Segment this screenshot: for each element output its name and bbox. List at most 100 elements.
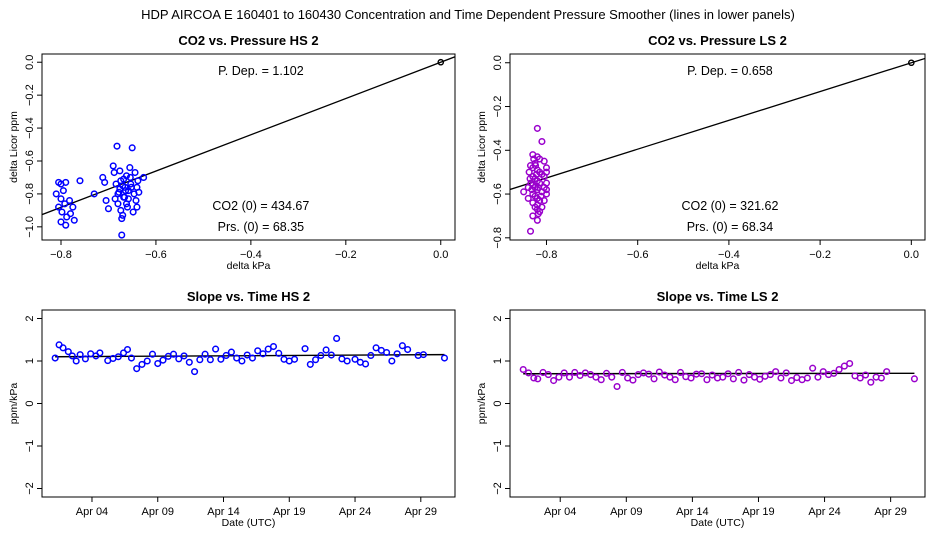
fit-line [510,57,925,191]
data-point [55,203,63,211]
y-tick-label: 1 [492,358,504,364]
co2-intercept-label: CO2 (0) = 434.67 [212,199,309,213]
data-point [367,351,375,360]
data-point [191,368,199,376]
data-point [629,376,637,384]
data-point [544,371,552,379]
data-point [883,368,891,376]
data-point [830,369,838,377]
data-point [856,374,864,382]
data-point [114,200,122,208]
data-point [76,351,84,359]
x-tick-label: −0.4 [718,249,740,261]
data-point [526,175,534,183]
plot-frame [509,53,926,241]
x-tick-label: −0.2 [809,249,831,261]
data-point [275,349,283,357]
data-point [57,195,65,203]
y-tick-label: −1 [492,440,504,453]
pressure-reference-label: Prs. (0) = 68.34 [687,220,774,234]
pressure-reference-label: Prs. (0) = 68.35 [218,220,305,234]
origin-point [437,58,445,66]
data-point [867,378,875,386]
x-tick-label: −0.4 [240,249,262,261]
x-tick-label: −0.6 [145,249,167,261]
data-point [123,345,132,354]
data-point [57,218,65,226]
y-tick-label: −0.4 [492,139,504,161]
data-point [782,369,790,377]
data-point [120,175,128,183]
data-point [910,375,918,383]
data-point [119,182,127,190]
panel-co2-vs-pressure-hs: CO2 vs. Pressure HS 2 −0.8 −0.6 −0.4 −0.2 0.0… [8,33,456,272]
data-point [122,200,131,208]
data-point [772,368,780,376]
y-tick-label: −2 [24,482,36,495]
data-point [540,157,548,165]
data-point [126,173,134,182]
data-point [404,345,412,354]
data-point [542,164,551,172]
x-tick-label: Apr 09 [610,506,642,518]
data-point [66,210,75,218]
data-point [777,374,785,382]
data-point [114,190,122,198]
data-point [666,373,674,381]
data-point [196,356,204,364]
data-point [126,164,134,172]
data-point [269,343,278,351]
data-point [101,178,109,186]
data-point [343,357,351,365]
data-point [814,373,822,381]
data-point [538,137,546,146]
data-point [613,382,621,391]
data-point [259,350,267,358]
y-tick-label: −1 [24,440,36,453]
data-point [104,205,113,213]
data-point [317,351,325,360]
plot-frame [41,309,456,498]
data-point [846,360,854,368]
data-point [756,375,764,383]
data-point [111,195,119,203]
x-tick-label: Apr 24 [808,506,840,518]
data-point [861,371,870,379]
panel-title: CO2 vs. Pressure LS 2 [648,33,787,48]
data-point [118,231,126,239]
data-point [650,375,658,383]
x-axis-label: Date (UTC) [222,517,276,529]
data-point [127,354,135,362]
data-point [809,364,817,372]
data-point [65,196,74,205]
data-point [127,183,135,191]
data-point [119,349,128,357]
data-point [698,370,706,378]
y-tick-label: −1.0 [24,216,36,238]
data-point [524,194,532,202]
data-point [560,369,568,377]
data-point [76,177,84,185]
data-point [61,200,69,208]
y-tick-label: 2 [492,315,504,321]
x-tick-label: −0.8 [50,249,72,261]
data-point [123,203,131,211]
data-point [333,334,341,343]
data-point [571,368,579,377]
data-point [687,374,695,382]
data-point [520,188,528,196]
x-tick-label: Apr 14 [207,506,239,518]
data-point [555,373,563,381]
data-point [534,183,542,192]
data-point [306,360,314,368]
data-point [51,354,59,362]
data-point [243,351,251,359]
data-point [327,351,335,359]
y-tick-label: −0.4 [24,117,36,139]
pressure-dependence-label: P. Dep. = 1.102 [218,64,304,78]
x-tick-label: −0.2 [335,249,357,261]
data-point [301,345,309,353]
data-point [735,368,743,377]
data-point [129,208,137,216]
panel-title: Slope vs. Time HS 2 [187,289,310,304]
